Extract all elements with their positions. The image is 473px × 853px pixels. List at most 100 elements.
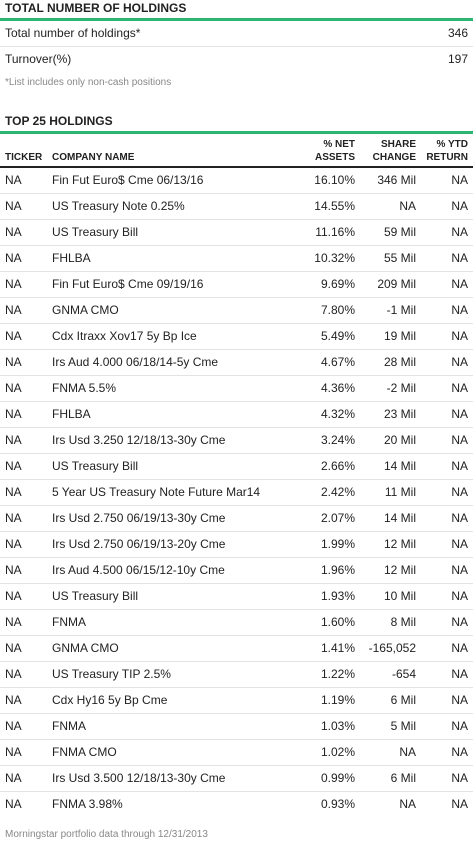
source-note: Morningstar portfolio data through 12/31… [5, 829, 208, 840]
table-row: NA 5 Year US Treasury Note Future Mar14 2.… [0, 479, 473, 506]
company-name-cell: GNMA CMO [47, 297, 295, 324]
table-row: NA US Treasury Note 0.25% 14.55% NA NA [0, 193, 473, 220]
ytd-return-cell: NA [421, 453, 473, 480]
summary-label: Turnover(%) [5, 52, 72, 66]
ytd-return-cell: NA [421, 635, 473, 662]
ticker-cell: NA [0, 765, 47, 792]
summary-value: 197 [447, 52, 468, 66]
ticker-cell: NA [0, 167, 47, 194]
ticker-cell: NA [0, 583, 47, 610]
ytd-return-cell: NA [421, 505, 473, 532]
table-row: NA Cdx Hy16 5y Bp Cme 1.19% 6 Mil NA [0, 687, 473, 714]
net-assets-cell: 11.16% [295, 219, 360, 246]
table-row: NA Fin Fut Euro$ Cme 06/13/16 16.10% 346 Mi… [0, 167, 473, 194]
ytd-return-cell: NA [421, 167, 473, 194]
ticker-cell: NA [0, 557, 47, 584]
ticker-cell: NA [0, 453, 47, 480]
table-row: NA FHLBA 4.32% 23 Mil NA [0, 401, 473, 428]
table-row: NA Irs Aud 4.500 06/15/12-10y Cme 1.96% 12 … [0, 557, 473, 584]
table-row: NA FNMA 5.5% 4.36% -2 Mil NA [0, 375, 473, 402]
share-change-cell: NA [360, 193, 421, 220]
ytd-return-cell: NA [421, 739, 473, 766]
ticker-cell: NA [5, 797, 22, 811]
table-row: NA GNMA CMO 1.41% -165,052 NA [0, 635, 473, 662]
ticker-cell: NA [0, 427, 47, 454]
ticker-cell: NA [0, 505, 47, 532]
company-name-cell: Irs Usd 3.250 12/18/13-30y Cme [47, 427, 295, 454]
table-row: NA FHLBA 10.32% 55 Mil NA [0, 245, 473, 272]
share-change-cell: 209 Mil [360, 271, 421, 298]
ticker-cell: NA [0, 219, 47, 246]
share-change-cell: 6 Mil [360, 687, 421, 714]
ticker-cell: NA [0, 401, 47, 428]
col-net-assets: % NET ASSETS [295, 134, 360, 168]
ytd-return-cell: NA [451, 797, 468, 811]
net-assets-cell: 2.42% [295, 479, 360, 506]
col-ytd-return: % YTD RETURN [421, 134, 473, 168]
net-assets-cell: 5.49% [295, 323, 360, 350]
share-change-cell: 14 Mil [360, 453, 421, 480]
holdings-title: TOP 25 HOLDINGS [0, 113, 473, 134]
ytd-return-cell: NA [421, 323, 473, 350]
table-row: NA GNMA CMO 7.80% -1 Mil NA [0, 297, 473, 324]
ytd-return-cell: NA [421, 609, 473, 636]
ytd-return-cell: NA [421, 297, 473, 324]
table-row: NA Irs Usd 3.250 12/18/13-30y Cme 3.24% 20 … [0, 427, 473, 454]
share-change-cell: 23 Mil [360, 401, 421, 428]
company-name-cell: US Treasury Bill [47, 453, 295, 480]
ytd-return-cell: NA [421, 765, 473, 792]
company-name-cell: FNMA 3.98% [52, 797, 123, 811]
company-name-cell: FNMA [47, 609, 295, 636]
summary-title: TOTAL NUMBER OF HOLDINGS [0, 0, 473, 21]
ticker-cell: NA [0, 271, 47, 298]
share-change-cell: 11 Mil [360, 479, 421, 506]
table-row: NA FNMA 3.98% 0.93% NA NA [0, 792, 473, 818]
share-change-cell: -654 [360, 661, 421, 688]
share-change-cell: -2 Mil [360, 375, 421, 402]
col-company-name: COMPANY NAME [47, 134, 295, 168]
share-change-cell: NA [360, 739, 421, 766]
share-change-cell: 12 Mil [360, 531, 421, 558]
holdings-header-row: TICKER COMPANY NAME % NET ASSETS SHARE CHA… [0, 134, 473, 168]
holdings-table: TICKER COMPANY NAME % NET ASSETS SHARE CHA… [0, 134, 473, 817]
company-name-cell: Cdx Itraxx Xov17 5y Bp Ice [47, 323, 295, 350]
table-row: NA US Treasury Bill 1.93% 10 Mil NA [0, 583, 473, 610]
table-row: NA Cdx Itraxx Xov17 5y Bp Ice 5.49% 19 Mil N… [0, 323, 473, 350]
net-assets-cell: 1.93% [295, 583, 360, 610]
company-name-cell: Irs Aud 4.000 06/18/14-5y Cme [47, 349, 295, 376]
table-row: NA US Treasury TIP 2.5% 1.22% -654 NA [0, 661, 473, 688]
company-name-cell: Fin Fut Euro$ Cme 06/13/16 [47, 167, 295, 194]
company-name-cell: GNMA CMO [47, 635, 295, 662]
share-change-cell: 8 Mil [360, 609, 421, 636]
ytd-return-cell: NA [421, 271, 473, 298]
company-name-cell: 5 Year US Treasury Note Future Mar14 [47, 479, 295, 506]
table-row: NA US Treasury Bill 11.16% 59 Mil NA [0, 219, 473, 246]
ticker-cell: NA [0, 323, 47, 350]
net-assets-cell: 3.24% [295, 427, 360, 454]
table-row: NA FNMA 1.60% 8 Mil NA [0, 609, 473, 636]
table-row: NA Irs Usd 2.750 06/19/13-30y Cme 2.07% 14 … [0, 505, 473, 532]
company-name-cell: US Treasury Bill [47, 583, 295, 610]
net-assets-cell: 1.99% [295, 531, 360, 558]
net-assets-cell: 1.19% [295, 687, 360, 714]
ytd-return-cell: NA [421, 219, 473, 246]
share-change-cell: 5 Mil [360, 713, 421, 740]
col-share-change: SHARE CHANGE [360, 134, 421, 168]
net-assets-cell: 7.80% [295, 297, 360, 324]
ytd-return-cell: NA [421, 661, 473, 688]
share-change-cell: 19 Mil [360, 323, 421, 350]
net-assets-cell: 4.36% [295, 375, 360, 402]
net-assets-cell: 0.93% [320, 797, 355, 811]
ticker-cell: NA [0, 375, 47, 402]
col-ticker: TICKER [0, 134, 47, 168]
company-name-cell: FHLBA [47, 245, 295, 272]
share-change-cell: 59 Mil [360, 219, 421, 246]
table-row: NA Fin Fut Euro$ Cme 09/19/16 9.69% 209 Mil… [0, 271, 473, 298]
ytd-return-cell: NA [421, 193, 473, 220]
ytd-return-cell: NA [421, 479, 473, 506]
ticker-cell: NA [0, 661, 47, 688]
net-assets-cell: 4.32% [295, 401, 360, 428]
table-row: NA Irs Usd 2.750 06/19/13-20y Cme 1.99% 12 … [0, 531, 473, 558]
summary-footnote: *List includes only non-cash positions [5, 77, 172, 88]
